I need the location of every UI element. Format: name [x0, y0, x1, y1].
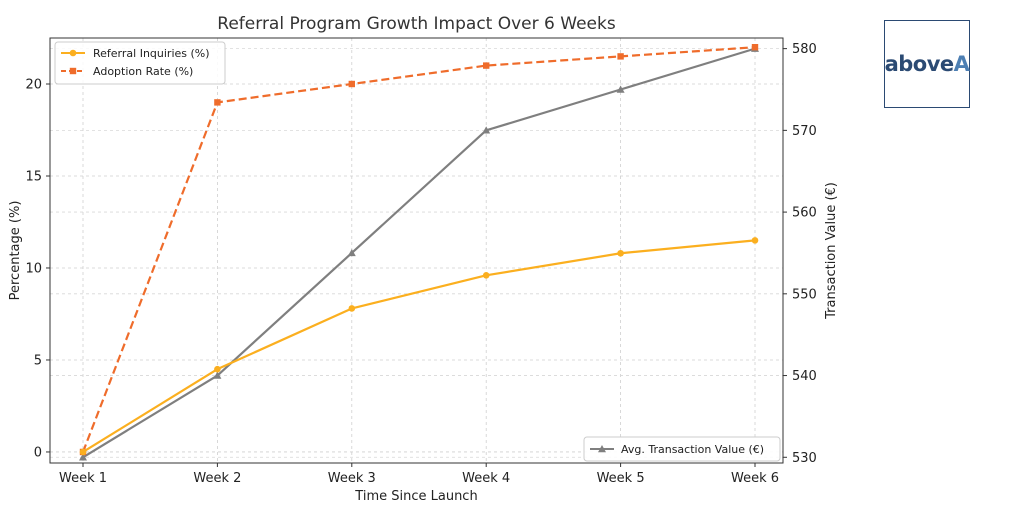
data-point — [617, 249, 624, 257]
x-tick-label: Week 4 — [462, 471, 510, 486]
y2-tick-label: 550 — [792, 287, 817, 302]
legend-marker — [69, 49, 77, 57]
y-tick-label: 20 — [25, 77, 42, 92]
y-tick-label: 0 — [34, 445, 42, 460]
series-line — [81, 46, 756, 453]
series-line — [82, 239, 756, 453]
data-point — [347, 248, 356, 257]
legend-right: Avg. Transaction Value (€) — [583, 436, 781, 462]
y-axis-label: Percentage (%) — [8, 201, 23, 301]
y2-tick-label: 560 — [792, 206, 817, 221]
logo: aboveA — [884, 20, 970, 108]
series-referral-inquiries — [79, 237, 759, 456]
data-point — [483, 62, 490, 69]
x-axis-label: Time Since Launch — [354, 489, 477, 504]
data-point — [79, 453, 87, 461]
y2-tick-label: 570 — [792, 124, 817, 139]
legend-label: Avg. Transaction Value (€) — [621, 443, 764, 456]
data-point — [348, 305, 356, 312]
y-tick-label: 5 — [34, 353, 42, 368]
data-point — [617, 53, 624, 60]
data-point — [214, 365, 221, 373]
data-point — [751, 237, 759, 244]
y-tick-label: 15 — [25, 169, 42, 184]
y2-tick-label: 540 — [792, 369, 817, 384]
data-point — [79, 448, 87, 456]
y2-tick-label: 580 — [792, 42, 817, 57]
data-point — [348, 80, 355, 88]
plot-frame — [49, 37, 784, 464]
x-tick-label: Week 5 — [597, 471, 645, 486]
y2-tick-label: 530 — [792, 451, 817, 466]
legend-left: Referral Inquiries (%) Adoption Rate (%) — [54, 41, 226, 85]
chart-title: Referral Program Growth Impact Over 6 We… — [217, 14, 616, 34]
legend-label: Adoption Rate (%) — [93, 65, 193, 78]
data-point — [482, 126, 491, 134]
legend-box — [583, 436, 781, 462]
x-tick-label: Week 1 — [59, 471, 107, 486]
legend-marker — [69, 67, 77, 75]
data-point — [214, 99, 221, 106]
x-tick-label: Week 2 — [193, 471, 241, 486]
data-point — [482, 272, 490, 279]
series-avg-transaction-value — [79, 44, 759, 461]
data-point — [616, 85, 625, 93]
data-point — [213, 371, 222, 379]
y-tick-label: 10 — [25, 261, 42, 276]
series-line — [82, 47, 756, 459]
x-tick-label: Week 3 — [328, 471, 376, 486]
legend-marker — [598, 445, 606, 453]
x-tick-label: Week 6 — [731, 471, 779, 486]
legend-label: Referral Inquiries (%) — [93, 47, 210, 60]
data-point — [751, 43, 759, 51]
grid — [50, 38, 783, 463]
y2-axis-label: Transaction Value (€) — [824, 182, 839, 320]
legend-box — [54, 41, 226, 85]
